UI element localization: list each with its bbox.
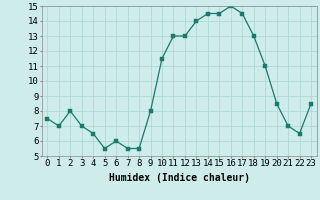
X-axis label: Humidex (Indice chaleur): Humidex (Indice chaleur) — [109, 173, 250, 183]
